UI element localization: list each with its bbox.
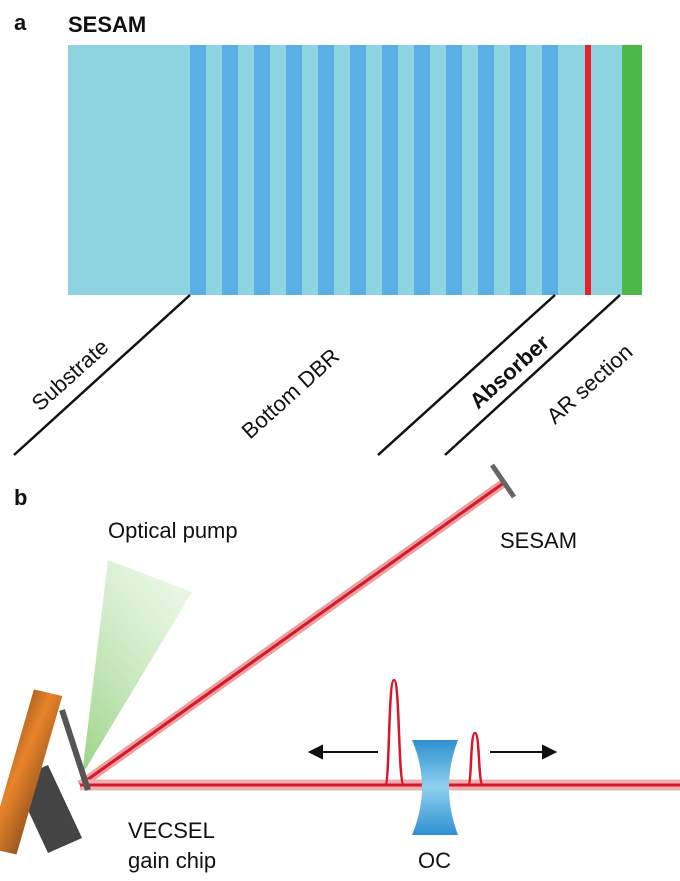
dbr-stripe [350,45,366,295]
panel-title: SESAM [68,12,146,37]
dbr-stripe [510,45,526,295]
chip-label: VECSEL [128,818,215,843]
oc-label: OC [418,848,451,873]
panel-b: b Optical pump SESAM VECSEL gain chip OC [0,465,680,873]
pulse [375,680,412,785]
sesam-label: SESAM [500,528,577,553]
dbr-stripe [446,45,462,295]
dbr-stripe [414,45,430,295]
dbr-stripe [222,45,238,295]
chip-surface [62,710,88,790]
panel-a: a SESAM Substrate Bottom DBR Absorber AR… [14,10,642,455]
layer-label: Absorber [465,329,555,413]
dbr-stripe [286,45,302,295]
dbr-stripe [190,45,206,295]
absorber-layer [585,45,591,295]
pump-label: Optical pump [108,518,238,543]
layer-label: Bottom DBR [237,343,345,443]
ar-layer [622,45,642,295]
diagram: a SESAM Substrate Bottom DBR Absorber AR… [0,0,680,876]
pulse [462,733,490,785]
dbr-stripe [382,45,398,295]
dbr-stripe [318,45,334,295]
dbr-stripe [478,45,494,295]
chip-label: gain chip [128,848,216,873]
panel-label: b [14,485,27,510]
panel-label: a [14,10,27,35]
dbr-stripe [254,45,270,295]
dbr-stripe [542,45,558,295]
